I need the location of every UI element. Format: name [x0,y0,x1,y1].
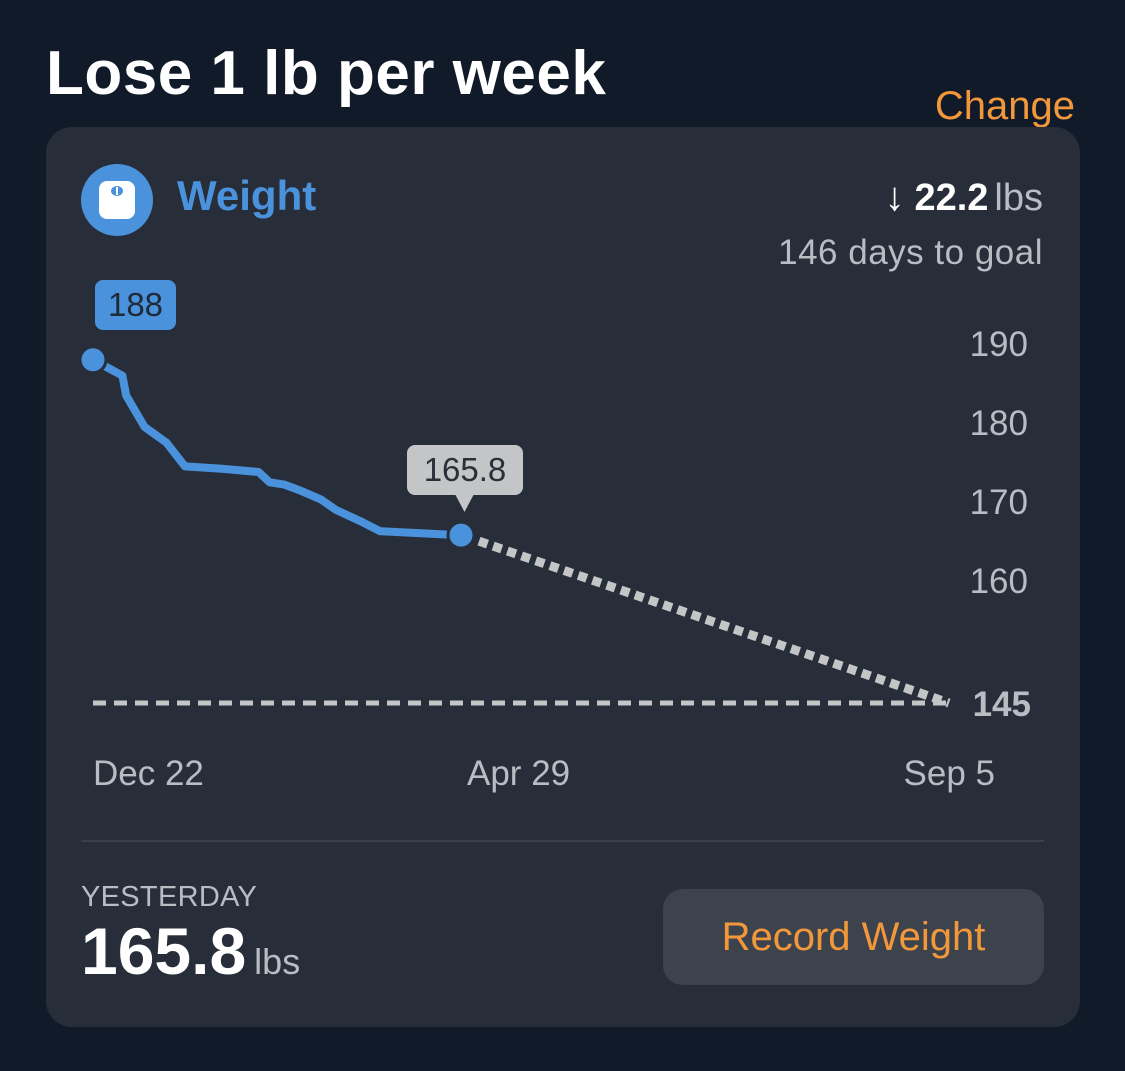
change-link[interactable]: Change [934,84,1075,128]
start-badge-label: 188 [108,286,163,323]
current-point[interactable] [446,520,476,550]
metric-name: Weight [177,172,317,219]
scale-icon [81,164,153,236]
current-callout [407,445,523,495]
days-to-goal: 146 days to goal [778,233,1043,272]
divider [81,840,1044,842]
y-tick-label: 160 [970,562,1028,601]
page-title: Lose 1 lb per week [46,39,607,108]
yesterday-weight: 165.8 lbs [81,913,300,989]
header: Lose 1 lb per week Change [46,30,1075,128]
delta-unit: lbs [994,177,1043,219]
yesterday-unit: lbs [254,941,301,982]
delta-value: 22.2 [914,177,989,219]
callout-pointer [455,494,474,512]
start-point[interactable] [78,345,108,375]
weight-line [89,355,465,540]
x-tick-label: Sep 5 [904,754,995,793]
yesterday-value: 165.8 [81,914,247,988]
y-tick-label: 190 [970,325,1028,364]
projection-line [477,536,951,708]
goal-label: 145 [973,685,1031,724]
weight-delta: ↓ 22.2 lbs [884,175,1043,220]
y-tick-label: 180 [970,404,1028,443]
yesterday-label: YESTERDAY [81,881,258,913]
arrow-down-icon: ↓ [884,175,905,219]
x-tick-label: Apr 29 [467,754,570,793]
weight-chart: 188 165.8 190 180 170 160 145 Dec 22 Apr 29 Sep 5 [78,280,1031,793]
x-tick-label: Dec 22 [93,754,204,793]
current-callout-label: 165.8 [424,451,507,488]
y-tick-label: 170 [970,483,1028,522]
record-weight-button[interactable]: Record Weight [663,889,1044,985]
start-badge [95,280,176,330]
weight-card: Weight ↓ 22.2 lbs 146 days to goal 188 165.… [46,127,1080,1027]
